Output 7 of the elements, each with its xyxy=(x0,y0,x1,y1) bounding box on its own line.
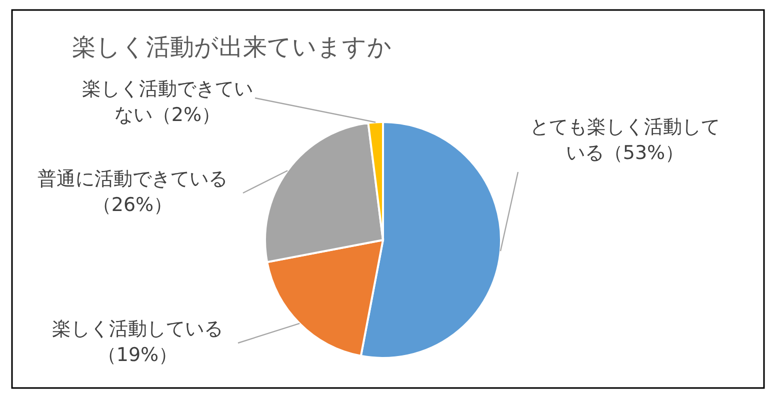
slice-label: とても楽しく活動している（53%） xyxy=(529,115,721,166)
slice-label: 普通に活動できている xyxy=(38,168,228,190)
data-label: （19%） xyxy=(97,344,178,366)
data-label: （26%） xyxy=(92,194,173,216)
slice-label: 楽しく活動している xyxy=(52,318,223,340)
slice-label: 楽しく活動できていない（2%） xyxy=(81,77,254,128)
chart-title: 楽しく活動が出来ていますか xyxy=(72,33,392,61)
